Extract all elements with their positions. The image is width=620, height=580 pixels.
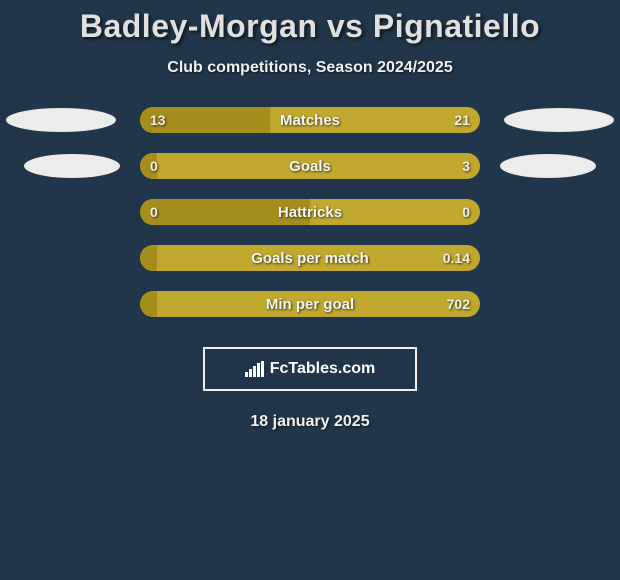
brand-box[interactable]: FcTables.com bbox=[203, 347, 417, 391]
stat-bar: 0Hattricks0 bbox=[140, 199, 480, 225]
stat-value-right: 0 bbox=[462, 199, 470, 225]
stat-rows: 13Matches210Goals30Hattricks0Goals per m… bbox=[0, 107, 620, 317]
bar-chart-icon bbox=[245, 361, 264, 377]
stat-row: 0Hattricks0 bbox=[0, 199, 620, 225]
stat-bar: 0Goals3 bbox=[140, 153, 480, 179]
stat-value-right: 0.14 bbox=[443, 245, 470, 271]
comparison-panel: Badley-Morgan vs Pignatiello Club compet… bbox=[0, 0, 620, 431]
subtitle: Club competitions, Season 2024/2025 bbox=[0, 59, 620, 77]
page-title: Badley-Morgan vs Pignatiello bbox=[0, 8, 620, 45]
left-team-badge bbox=[6, 108, 116, 132]
stat-bar: Goals per match0.14 bbox=[140, 245, 480, 271]
stat-row: 0Goals3 bbox=[0, 153, 620, 179]
stat-row: 13Matches21 bbox=[0, 107, 620, 133]
stat-value-right: 21 bbox=[454, 107, 470, 133]
date-label: 18 january 2025 bbox=[0, 413, 620, 431]
stat-label: Matches bbox=[140, 107, 480, 133]
brand-text: FcTables.com bbox=[270, 360, 376, 378]
right-team-badge bbox=[504, 108, 614, 132]
stat-label: Min per goal bbox=[140, 291, 480, 317]
stat-value-right: 702 bbox=[447, 291, 470, 317]
stat-row: Min per goal702 bbox=[0, 291, 620, 317]
stat-row: Goals per match0.14 bbox=[0, 245, 620, 271]
stat-value-right: 3 bbox=[462, 153, 470, 179]
stat-label: Goals per match bbox=[140, 245, 480, 271]
stat-label: Hattricks bbox=[140, 199, 480, 225]
left-team-badge bbox=[24, 154, 120, 178]
right-team-badge bbox=[500, 154, 596, 178]
stat-bar: Min per goal702 bbox=[140, 291, 480, 317]
stat-label: Goals bbox=[140, 153, 480, 179]
stat-bar: 13Matches21 bbox=[140, 107, 480, 133]
